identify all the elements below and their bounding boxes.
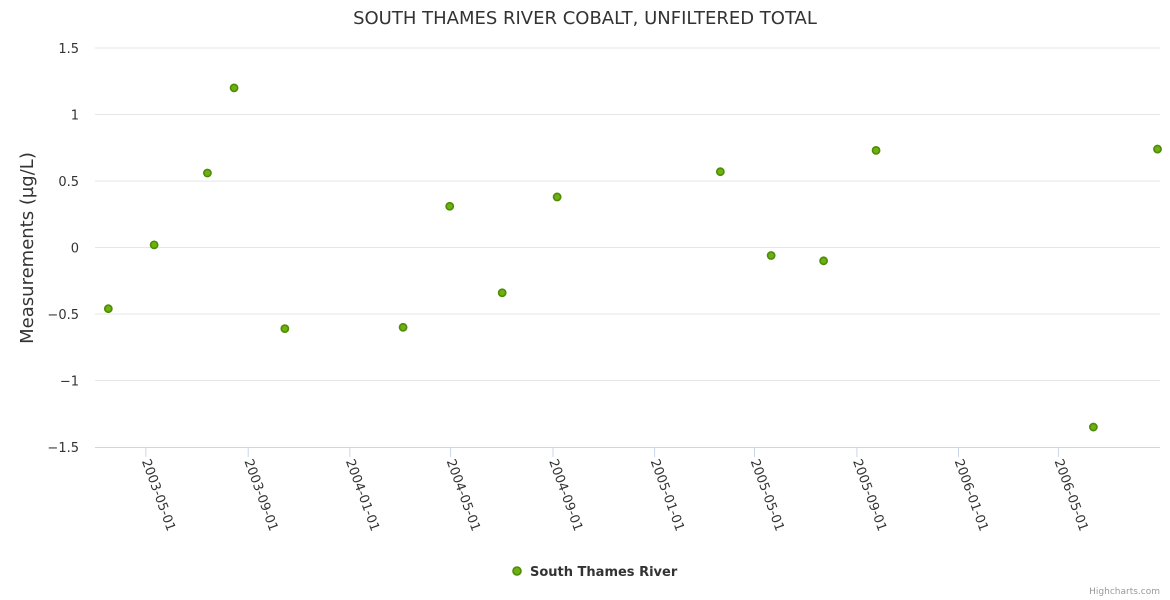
x-tick-label: 2005-05-01 (747, 457, 787, 533)
data-point[interactable] (203, 168, 212, 178)
data-point[interactable] (1088, 422, 1098, 432)
x-axis-ticks: 2003-05-01 2003-09-01 2004-01-01 2004-05-01… (138, 447, 1091, 533)
data-point[interactable] (445, 201, 455, 211)
x-tick-label: 2004-09-01 (545, 457, 585, 533)
data-point[interactable] (497, 288, 507, 298)
y-tick-label: −1.5 (47, 441, 79, 456)
data-point[interactable] (149, 240, 159, 250)
data-point[interactable] (766, 251, 776, 260)
data-point[interactable] (1153, 144, 1162, 154)
x-tick-label: 2006-05-01 (1051, 457, 1091, 533)
data-points (103, 83, 1162, 432)
y-axis-title: Measurements (µg/L) (17, 152, 38, 344)
y-tick-label: −1 (60, 375, 79, 390)
y-tick-label: 1.5 (58, 42, 79, 57)
grid-lines (95, 47, 1160, 381)
data-point[interactable] (715, 167, 725, 177)
data-point[interactable] (103, 304, 113, 314)
y-tick-label: 0.5 (58, 175, 79, 190)
y-tick-label: −0.5 (47, 308, 79, 323)
data-point[interactable] (229, 83, 239, 93)
data-point[interactable] (552, 192, 562, 202)
data-point[interactable] (819, 256, 828, 266)
y-tick-label: 0 (71, 242, 79, 257)
x-tick-label: 2003-05-01 (138, 457, 178, 533)
x-tick-label: 2004-05-01 (443, 457, 483, 533)
chart-title: SOUTH THAMES RIVER COBALT, UNFILTERED TO… (353, 8, 817, 29)
legend-marker-icon[interactable] (512, 566, 522, 576)
y-axis-labels: 1.5 1 0.5 0 −0.5 −1 −1.5 (47, 42, 79, 456)
legend-label[interactable]: South Thames River (530, 565, 678, 580)
data-point[interactable] (280, 324, 290, 334)
data-point[interactable] (871, 146, 881, 155)
credits-link[interactable]: Highcharts.com (1089, 587, 1160, 597)
x-tick-label: 2005-01-01 (647, 457, 687, 533)
x-tick-label: 2003-09-01 (240, 457, 280, 533)
data-point[interactable] (398, 322, 408, 332)
x-tick-label: 2005-09-01 (849, 457, 889, 533)
x-tick-label: 2004-01-01 (342, 457, 382, 533)
legend[interactable]: South Thames River (512, 565, 678, 580)
x-tick-label: 2006-01-01 (951, 457, 991, 533)
y-tick-label: 1 (71, 109, 79, 124)
